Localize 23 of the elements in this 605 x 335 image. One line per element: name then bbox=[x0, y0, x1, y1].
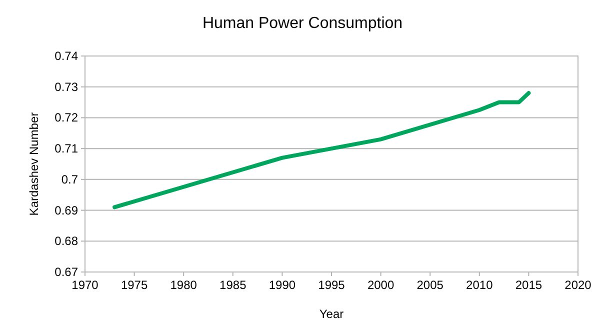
y-tick-label: 0.73 bbox=[54, 80, 78, 94]
chart-title: Human Power Consumption bbox=[202, 15, 403, 32]
y-tick-label: 0.72 bbox=[54, 110, 78, 125]
x-tick-label: 1975 bbox=[120, 278, 148, 292]
x-tick-label: 1970 bbox=[72, 278, 99, 292]
line-series bbox=[112, 91, 531, 210]
x-tick-label: 1990 bbox=[268, 278, 296, 292]
x-axis-title: Year bbox=[319, 307, 344, 321]
x-tick-label: 1980 bbox=[170, 278, 198, 292]
y-tick-label: 0.7 bbox=[61, 172, 78, 186]
x-tick-label: 2000 bbox=[367, 278, 394, 292]
x-tick-label: 2010 bbox=[466, 278, 494, 292]
y-tick-label: 0.67 bbox=[54, 265, 78, 279]
y-tick-label: 0.74 bbox=[54, 49, 78, 63]
y-tick-label: 0.69 bbox=[54, 203, 78, 218]
x-tick-label: 2005 bbox=[416, 278, 444, 292]
x-tick-label: 2020 bbox=[564, 278, 592, 292]
y-tick-label: 0.68 bbox=[54, 234, 78, 248]
x-tick-label: 1995 bbox=[318, 278, 346, 292]
x-tick-label: 1985 bbox=[220, 278, 247, 292]
y-tick-label: 0.71 bbox=[54, 142, 78, 156]
y-axis-title: Kardashev Number bbox=[27, 112, 41, 216]
x-tick-label: 2015 bbox=[515, 278, 542, 292]
